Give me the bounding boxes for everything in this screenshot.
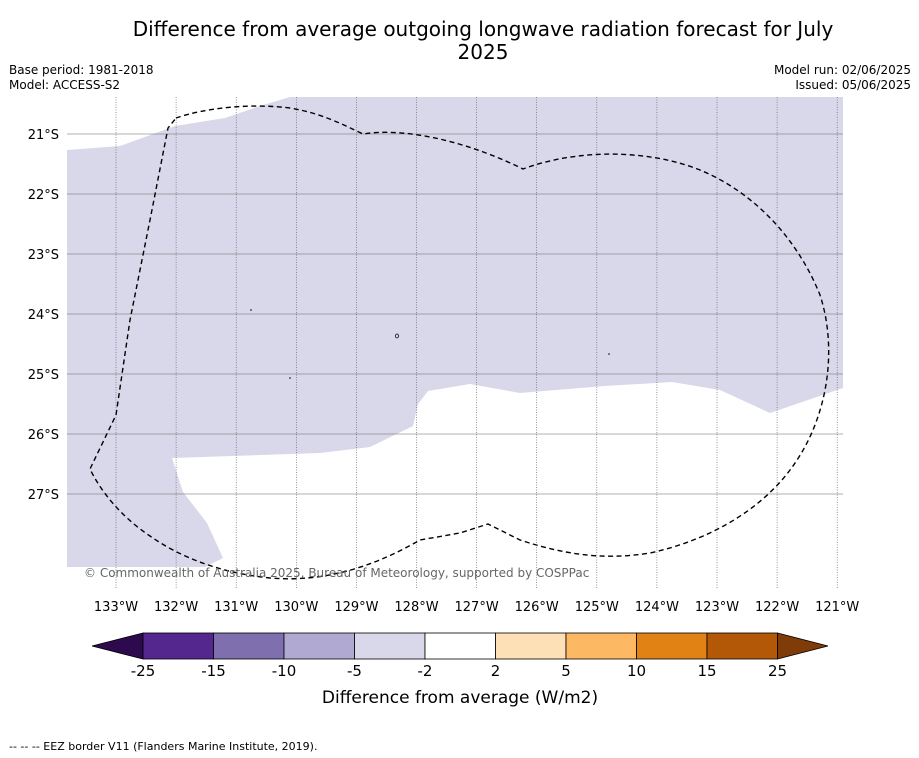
copyright-note: © Commonwealth of Australia 2025, Bureau…: [84, 566, 589, 580]
colorbar-bin: [213, 632, 285, 660]
colorbar-tick-label: 5: [561, 662, 571, 680]
longitude-label: 121°W: [815, 600, 859, 615]
longitude-label: 131°W: [214, 600, 258, 615]
longitude-label: 128°W: [394, 600, 438, 615]
latitude-label: 25°S: [28, 368, 59, 383]
model-run: Model run: 02/06/2025: [773, 63, 911, 77]
graticule: [67, 97, 843, 588]
colorbar: [91, 632, 829, 660]
longitude-label: 125°W: [575, 600, 619, 615]
issued-date: Issued: 05/06/2025: [795, 78, 911, 92]
longitude-label: 132°W: [154, 600, 198, 615]
colorbar-extend-low: [91, 632, 144, 660]
meta-right: Model run: 02/06/2025 Issued: 05/06/2025: [774, 63, 911, 93]
colorbar-bin: [636, 632, 708, 660]
colorbar-tick-label: 10: [627, 662, 646, 680]
colorbar-bin: [283, 632, 355, 660]
colorbar-bin: [706, 632, 778, 660]
colorbar-tick-label: 15: [697, 662, 716, 680]
anomaly-region-light-purple: [67, 97, 843, 567]
longitude-label: 129°W: [334, 600, 378, 615]
model-name: Model: ACCESS-S2: [9, 78, 121, 92]
latitude-label: 22°S: [28, 188, 59, 203]
eez-border: [89, 105, 830, 580]
speck: [608, 353, 610, 355]
meta-left: Base period: 1981-2018 Model: ACCESS-S2: [9, 63, 154, 93]
colorbar-tick-label: 25: [768, 662, 787, 680]
latitude-label: 26°S: [28, 428, 59, 443]
latitude-label: 27°S: [28, 488, 59, 503]
speck: [250, 309, 252, 311]
map-title: Difference from average outgoing longwav…: [132, 17, 834, 64]
colorbar-tick-label: -15: [201, 662, 226, 680]
footer-note: -- -- -- EEZ border V11 (Flanders Marine…: [9, 740, 318, 753]
colorbar-tick-label: -2: [418, 662, 433, 680]
longitude-labels: 133°W 132°W 131°W 130°W 129°W 128°W 127°W 126°W…: [94, 600, 860, 615]
latitude-label: 24°S: [28, 308, 59, 323]
colorbar-bin: [142, 632, 214, 660]
latitude-label: 23°S: [28, 248, 59, 263]
speck: [395, 333, 399, 339]
latitude-labels: 21°S 22°S 23°S 24°S 25°S 26°S 27°S: [28, 128, 59, 503]
longitude-label: 124°W: [635, 600, 679, 615]
speck: [289, 377, 291, 379]
longitude-label: 127°W: [455, 600, 499, 615]
longitude-label: 130°W: [274, 600, 318, 615]
colorbar-bin: [354, 632, 426, 660]
colorbar-ticks: -25 -15 -10 -5 -2 2 5 10 15 25: [131, 662, 787, 680]
longitude-label: 126°W: [515, 600, 559, 615]
colorbar-tick-label: -5: [347, 662, 362, 680]
colorbar-bin: [495, 632, 567, 660]
colorbar-tick-label: -25: [131, 662, 156, 680]
colorbar-bin: [565, 632, 637, 660]
longitude-label: 133°W: [94, 600, 138, 615]
latitude-label: 21°S: [28, 128, 59, 143]
longitude-label: 123°W: [695, 600, 739, 615]
colorbar-label: Difference from average (W/m2): [322, 688, 598, 708]
colorbar-bin: [424, 632, 496, 660]
longitude-label: 122°W: [755, 600, 799, 615]
base-period: Base period: 1981-2018: [9, 63, 154, 77]
colorbar-tick-label: -10: [272, 662, 297, 680]
colorbar-tick-label: 2: [491, 662, 501, 680]
colorbar-extend-high: [777, 632, 829, 660]
